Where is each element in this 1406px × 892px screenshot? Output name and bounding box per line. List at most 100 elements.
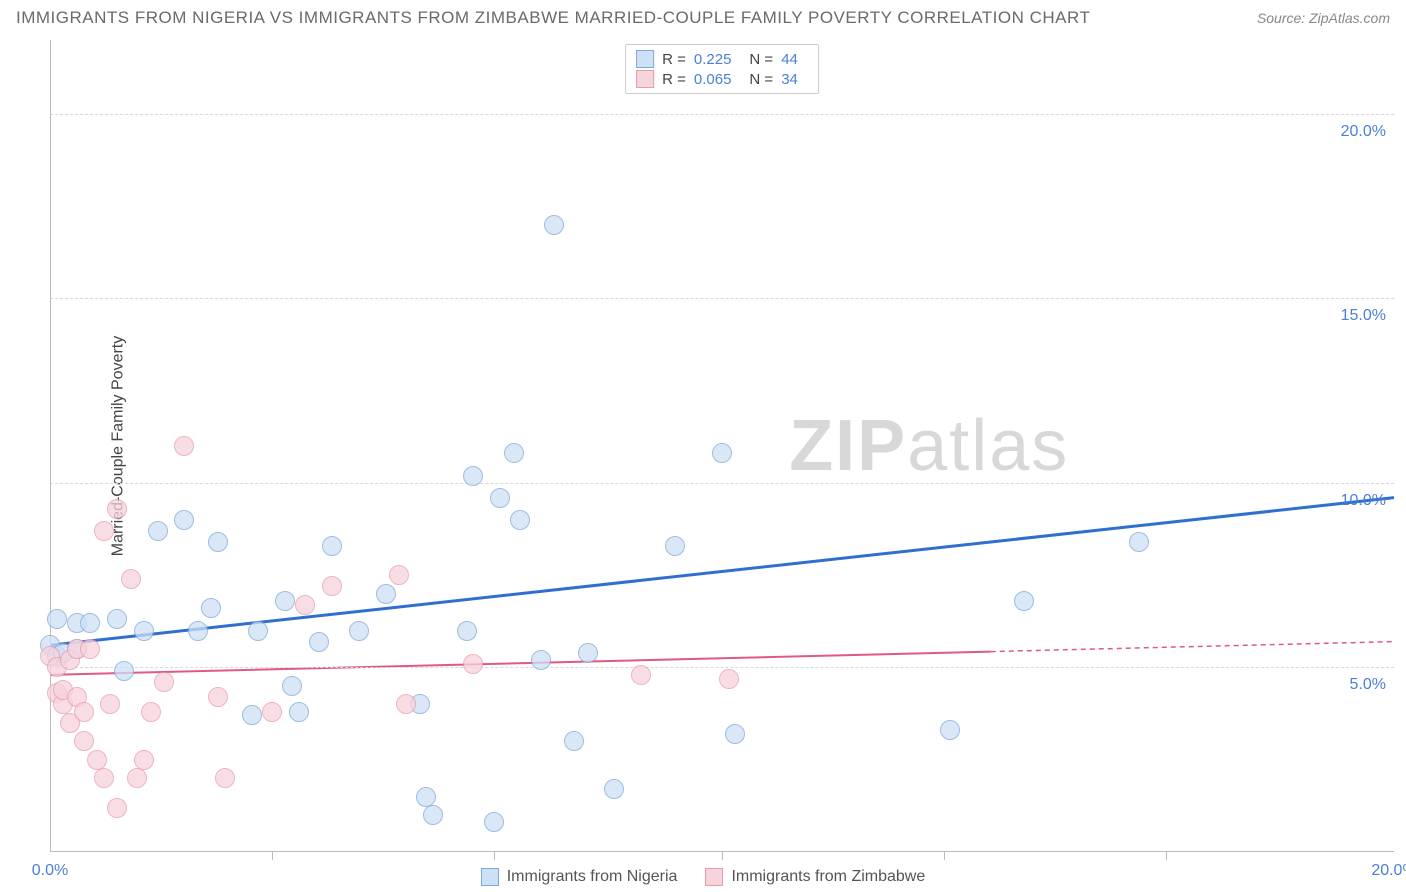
- data-point: [1014, 591, 1034, 611]
- plot-area: 5.0%10.0%15.0%20.0%0.0%20.0%: [50, 40, 1394, 852]
- data-point: [349, 621, 369, 641]
- data-point: [74, 731, 94, 751]
- legend-r-value: 0.225: [694, 51, 732, 68]
- legend-item: Immigrants from Zimbabwe: [705, 868, 925, 886]
- data-point: [309, 632, 329, 652]
- legend-stats-row: R = 0.065 N = 34: [636, 69, 808, 89]
- x-tick: [494, 852, 495, 860]
- data-point: [490, 488, 510, 508]
- data-point: [484, 812, 504, 832]
- data-point: [282, 676, 302, 696]
- y-axis: [50, 40, 51, 852]
- data-point: [242, 705, 262, 725]
- data-point: [215, 768, 235, 788]
- data-point: [134, 621, 154, 641]
- data-point: [416, 787, 436, 807]
- data-point: [289, 702, 309, 722]
- data-point: [531, 650, 551, 670]
- y-tick-label: 20.0%: [1341, 123, 1386, 141]
- data-point: [127, 768, 147, 788]
- data-point: [208, 687, 228, 707]
- data-point: [248, 621, 268, 641]
- data-point: [107, 499, 127, 519]
- data-point: [510, 510, 530, 530]
- legend-r-label: R =: [662, 71, 686, 88]
- data-point: [80, 613, 100, 633]
- grid-line: [50, 114, 1394, 115]
- data-point: [154, 672, 174, 692]
- data-point: [463, 654, 483, 674]
- data-point: [1129, 532, 1149, 552]
- legend-n-label: N =: [749, 71, 773, 88]
- data-point: [107, 798, 127, 818]
- data-point: [504, 443, 524, 463]
- data-point: [208, 532, 228, 552]
- data-point: [148, 521, 168, 541]
- data-point: [47, 609, 67, 629]
- grid-line: [50, 667, 1394, 668]
- data-point: [174, 436, 194, 456]
- legend-r-value: 0.065: [694, 71, 732, 88]
- data-point: [725, 724, 745, 744]
- data-point: [463, 466, 483, 486]
- data-point: [134, 750, 154, 770]
- data-point: [74, 702, 94, 722]
- data-point: [94, 521, 114, 541]
- legend-series: Immigrants from Nigeria Immigrants from …: [0, 868, 1406, 886]
- data-point: [940, 720, 960, 740]
- data-point: [80, 639, 100, 659]
- legend-label: Immigrants from Nigeria: [507, 868, 678, 886]
- data-point: [141, 702, 161, 722]
- x-tick: [944, 852, 945, 860]
- data-point: [188, 621, 208, 641]
- data-point: [201, 598, 221, 618]
- legend-n-value: 34: [781, 71, 798, 88]
- x-tick: [272, 852, 273, 860]
- legend-item: Immigrants from Nigeria: [481, 868, 678, 886]
- data-point: [544, 215, 564, 235]
- chart-title: IMMIGRANTS FROM NIGERIA VS IMMIGRANTS FR…: [16, 8, 1090, 28]
- data-point: [396, 694, 416, 714]
- data-point: [376, 584, 396, 604]
- data-point: [275, 591, 295, 611]
- data-point: [121, 569, 141, 589]
- y-tick-label: 10.0%: [1341, 492, 1386, 510]
- legend-swatch: [636, 50, 654, 68]
- x-tick: [722, 852, 723, 860]
- data-point: [578, 643, 598, 663]
- data-point: [107, 609, 127, 629]
- legend-swatch: [481, 868, 499, 886]
- data-point: [719, 669, 739, 689]
- data-point: [389, 565, 409, 585]
- data-point: [423, 805, 443, 825]
- data-point: [665, 536, 685, 556]
- legend-n-label: N =: [749, 51, 773, 68]
- chart-area: 5.0%10.0%15.0%20.0%0.0%20.0% R = 0.225 N…: [50, 40, 1394, 852]
- grid-line: [50, 298, 1394, 299]
- legend-stats-row: R = 0.225 N = 44: [636, 49, 808, 69]
- data-point: [262, 702, 282, 722]
- y-tick-label: 5.0%: [1350, 676, 1386, 694]
- grid-line: [50, 483, 1394, 484]
- legend-r-label: R =: [662, 51, 686, 68]
- data-point: [457, 621, 477, 641]
- legend-swatch: [705, 868, 723, 886]
- data-point: [631, 665, 651, 685]
- data-point: [87, 750, 107, 770]
- data-point: [174, 510, 194, 530]
- legend-n-value: 44: [781, 51, 798, 68]
- legend-swatch: [636, 70, 654, 88]
- y-tick-label: 15.0%: [1341, 307, 1386, 325]
- data-point: [322, 576, 342, 596]
- data-point: [114, 661, 134, 681]
- data-point: [712, 443, 732, 463]
- data-point: [604, 779, 624, 799]
- data-point: [564, 731, 584, 751]
- legend-stats: R = 0.225 N = 44 R = 0.065 N = 34: [625, 44, 819, 94]
- data-point: [94, 768, 114, 788]
- x-tick: [1166, 852, 1167, 860]
- data-point: [100, 694, 120, 714]
- source-label: Source: ZipAtlas.com: [1257, 10, 1390, 26]
- legend-label: Immigrants from Zimbabwe: [731, 868, 925, 886]
- data-point: [295, 595, 315, 615]
